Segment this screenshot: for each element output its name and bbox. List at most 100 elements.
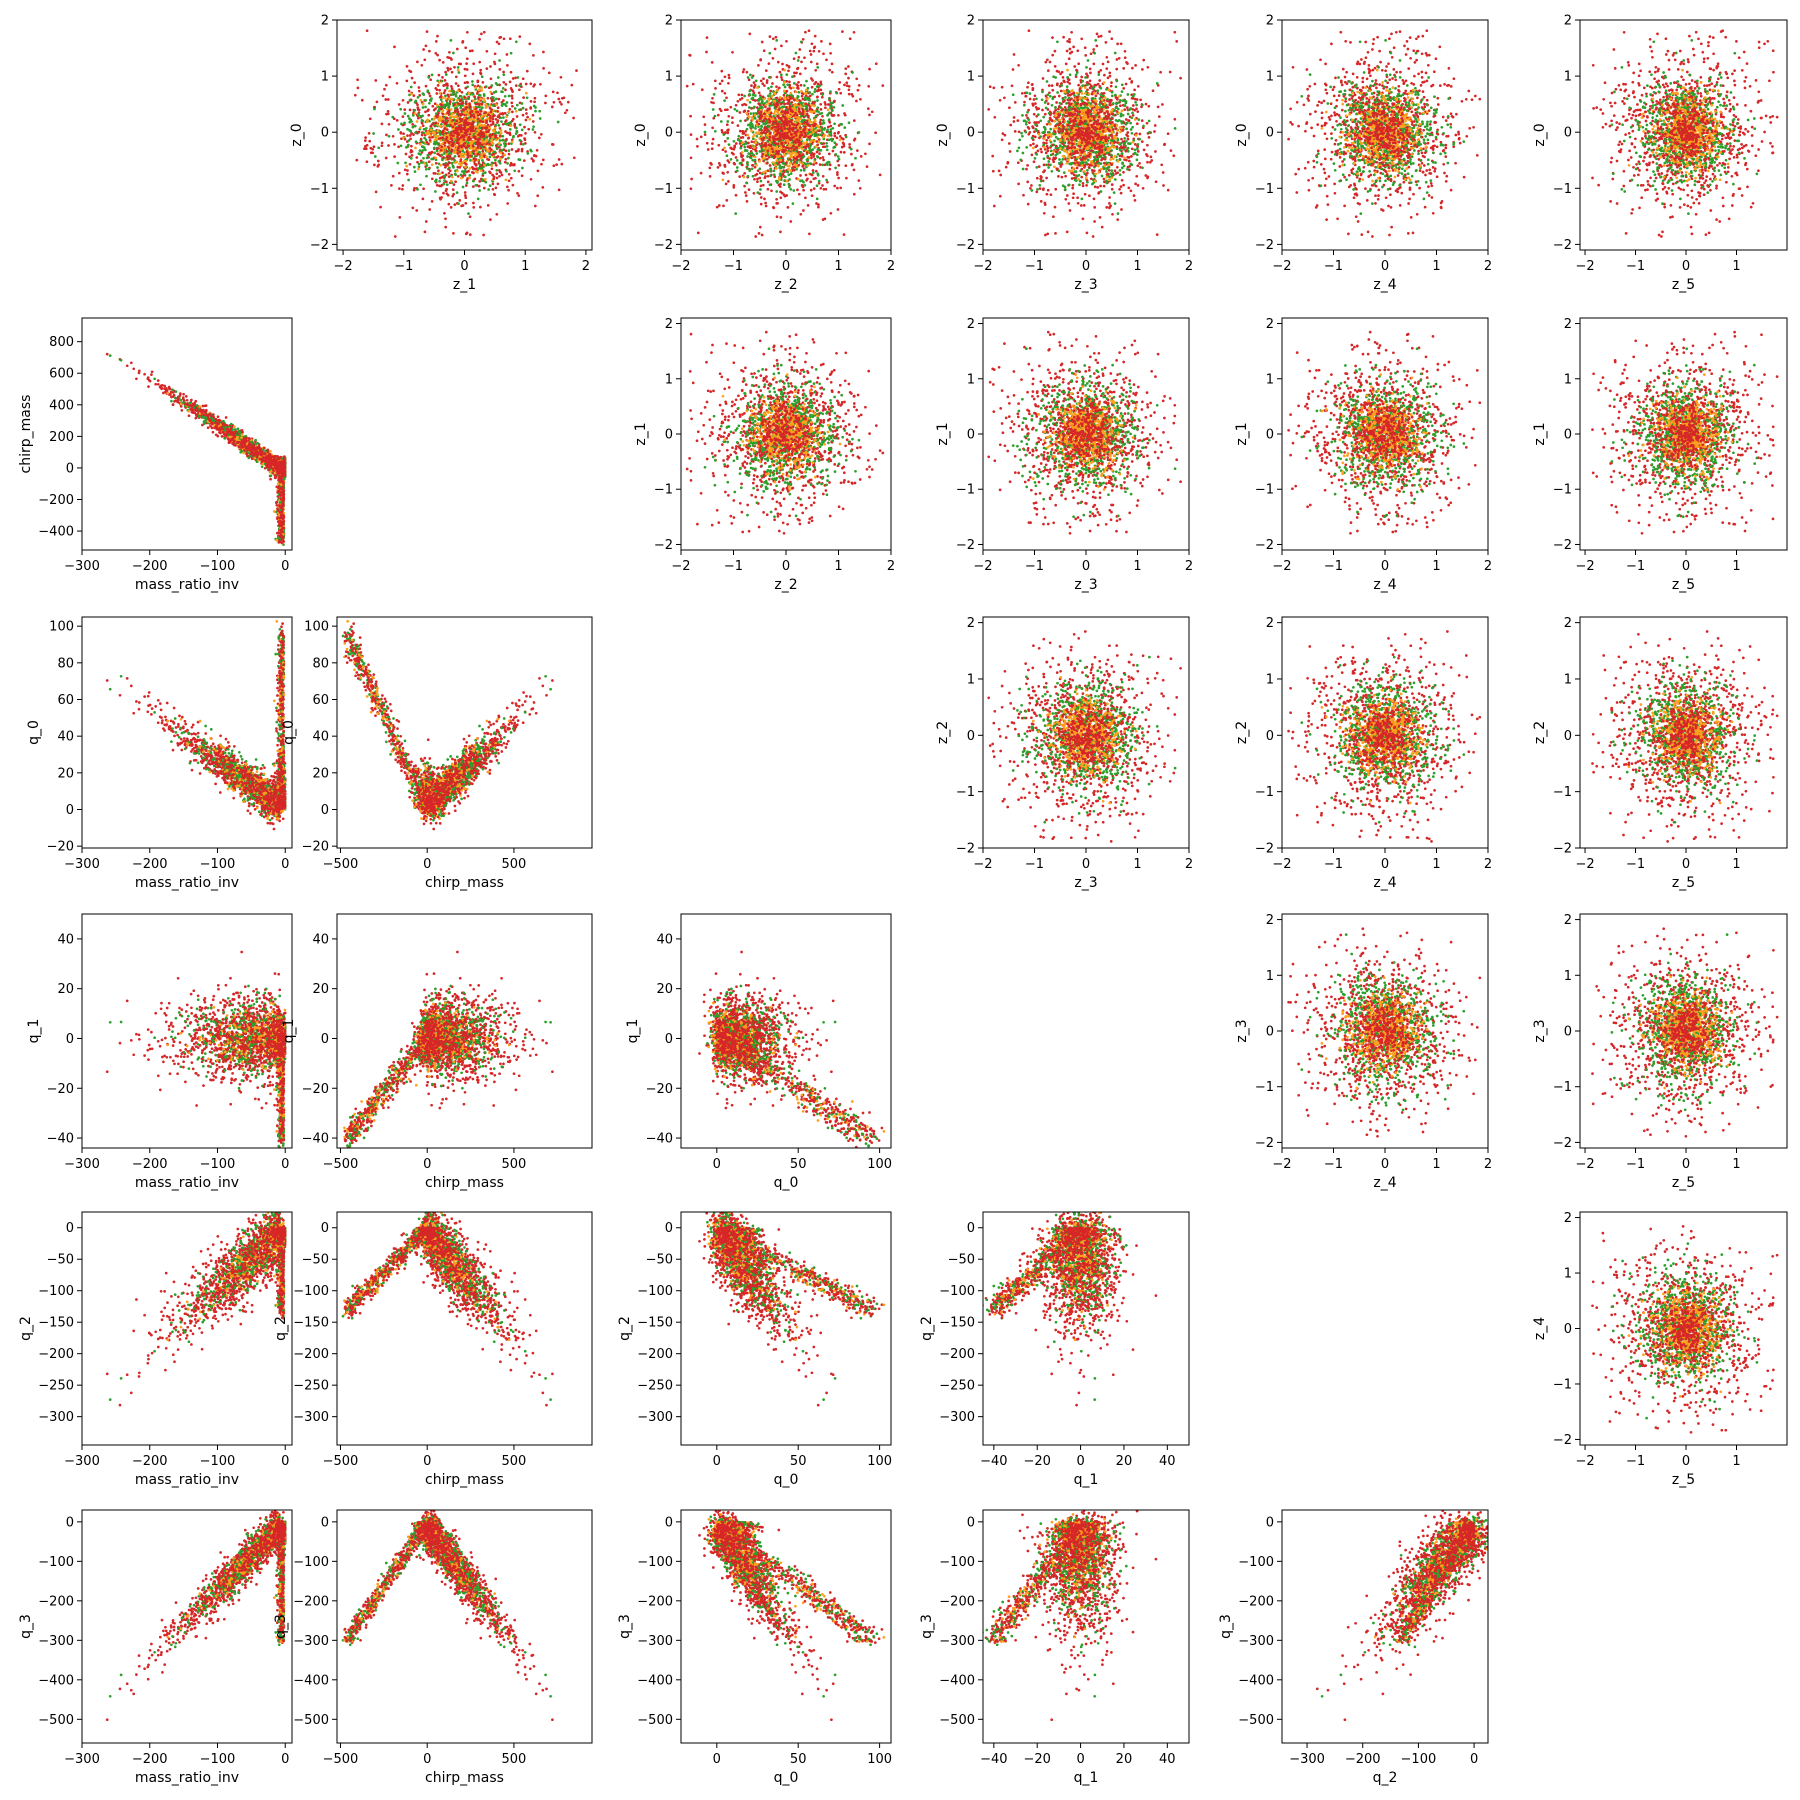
scatter-point [1001, 138, 1004, 141]
scatter-point [746, 71, 749, 74]
scatter-point [454, 93, 457, 96]
scatter-point [754, 127, 757, 130]
scatter-point [789, 102, 792, 105]
scatter-point [752, 135, 755, 138]
scatter-point [459, 117, 462, 120]
scatter-point [1137, 85, 1140, 88]
scatter-point [837, 177, 840, 180]
scatter-point [720, 120, 723, 123]
scatter-points [987, 29, 1182, 237]
scatter-point [818, 141, 821, 144]
scatter-point [383, 88, 386, 91]
scatter-point [1033, 160, 1036, 163]
scatter-point [837, 208, 840, 211]
scatter-point [433, 118, 436, 121]
scatter-point [433, 151, 436, 154]
scatter-point [1090, 52, 1093, 55]
scatter-point [485, 85, 488, 88]
scatter-point [811, 86, 814, 89]
y-tick-label: −1 [654, 182, 673, 197]
scatter-point [707, 148, 710, 151]
scatter-point [509, 37, 512, 40]
scatter-point [430, 125, 433, 128]
scatter-point [820, 40, 823, 43]
scatter-point [409, 134, 412, 137]
scatter-point [440, 104, 443, 107]
scatter-point [773, 92, 776, 95]
scatter-point [493, 61, 496, 64]
scatter-point [469, 233, 472, 236]
scatter-point [849, 37, 852, 40]
scatter-points [354, 29, 578, 237]
scatter-point [485, 135, 488, 138]
scatter-point [375, 191, 378, 194]
scatter-point [487, 113, 490, 116]
scatter-point [425, 85, 428, 88]
scatter-point [466, 150, 469, 153]
scatter-point [515, 40, 518, 43]
scatter-point [760, 106, 763, 109]
scatter-point [829, 52, 832, 55]
scatter-point [494, 162, 497, 165]
scatter-point [429, 95, 432, 98]
scatter-point [509, 81, 512, 84]
scatter-point [519, 158, 522, 161]
scatter-point [806, 177, 809, 180]
scatter-point [814, 177, 817, 180]
scatter-point [748, 169, 751, 172]
scatter-point [510, 52, 513, 55]
scatter-point [505, 83, 508, 86]
scatter-point [791, 127, 794, 130]
scatter-point [396, 82, 399, 85]
scatter-point [470, 127, 473, 130]
scatter-point [462, 138, 465, 141]
scatter-point [772, 137, 775, 140]
scatter-point [770, 112, 773, 115]
scatter-point [406, 169, 409, 172]
scatter-point [444, 89, 447, 92]
scatter-point [743, 68, 746, 71]
scatter-point [726, 154, 729, 157]
scatter-point [819, 133, 822, 136]
scatter-point [529, 82, 532, 85]
scatter-point [717, 166, 720, 169]
scatter-point [874, 131, 877, 134]
scatter-point [525, 119, 528, 122]
scatter-point [467, 97, 470, 100]
scatter-point [760, 180, 763, 183]
scatter-point [845, 81, 848, 84]
scatter-point [444, 117, 447, 120]
scatter-point [542, 67, 545, 70]
scatter-point [808, 29, 811, 32]
scatter-point [406, 173, 409, 176]
scatter-point [747, 76, 750, 79]
scatter-point [855, 100, 858, 103]
scatter-point [799, 161, 802, 164]
scatter-point [1067, 202, 1070, 205]
scatter-point [417, 96, 420, 99]
scatter-point [789, 188, 792, 191]
scatter-point [743, 185, 746, 188]
scatter-point [523, 137, 526, 140]
scatter-point [784, 176, 787, 179]
scatter-point [769, 102, 772, 105]
scatter-point [506, 101, 509, 104]
scatter-point [762, 96, 765, 99]
scatter-point [745, 103, 748, 106]
scatter-point [859, 187, 862, 190]
scatter-point [455, 82, 458, 85]
scatter-point [833, 135, 836, 138]
scatter-point [450, 137, 453, 140]
scatter-point [789, 110, 792, 113]
scatter-point [480, 86, 483, 89]
scatter-point [714, 87, 717, 90]
scatter-point [788, 144, 791, 147]
y-tick-label: −1 [310, 182, 329, 197]
scatter-point [724, 75, 727, 78]
scatter-point [727, 180, 730, 183]
scatter-point [414, 147, 417, 150]
scatter-point [840, 151, 843, 154]
scatter-point [778, 116, 781, 119]
scatter-point [398, 103, 401, 106]
scatter-point [499, 112, 502, 115]
